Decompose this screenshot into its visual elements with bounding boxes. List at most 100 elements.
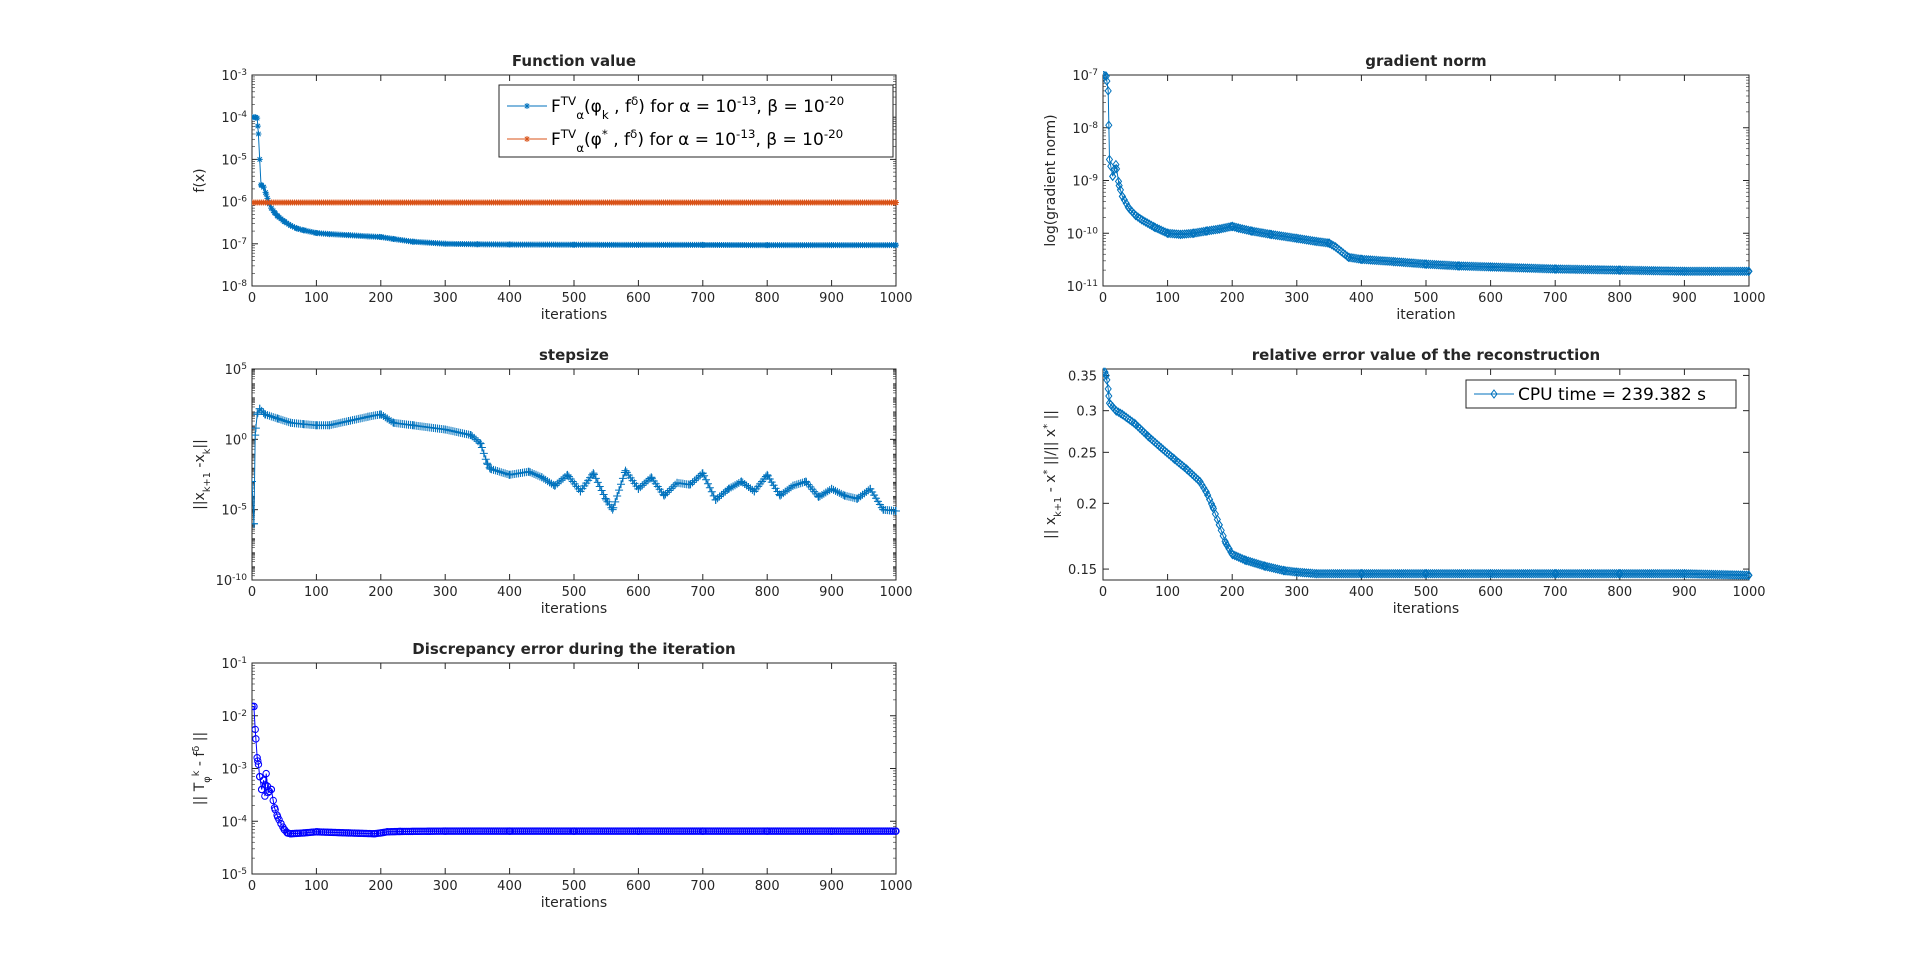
data-point — [1104, 384, 1112, 394]
data-point — [257, 785, 266, 794]
marker — [851, 827, 859, 835]
data-point — [1222, 538, 1230, 549]
marker — [1173, 456, 1181, 466]
x-tick-label: 0 — [248, 585, 256, 600]
marker — [455, 827, 463, 835]
marker — [864, 486, 873, 495]
marker — [684, 827, 693, 835]
marker — [562, 471, 571, 480]
marker — [278, 416, 287, 425]
data-point — [1260, 561, 1269, 571]
marker — [806, 827, 815, 835]
marker — [837, 827, 845, 835]
data-point — [1745, 570, 1753, 581]
marker — [703, 479, 712, 488]
marker — [599, 827, 608, 835]
marker — [804, 827, 813, 835]
marker — [597, 827, 606, 835]
marker — [1159, 444, 1167, 455]
marker — [589, 470, 598, 479]
marker — [667, 827, 675, 835]
marker — [731, 827, 739, 835]
marker — [750, 827, 759, 835]
marker — [721, 827, 730, 835]
marker — [594, 827, 602, 835]
data-point — [325, 421, 334, 430]
marker — [1147, 220, 1156, 231]
x-tick-label: 200 — [1220, 585, 1245, 600]
x-tick-label: 600 — [626, 879, 651, 894]
marker — [874, 827, 882, 835]
marker — [406, 827, 415, 836]
marker — [654, 827, 662, 835]
plot-area — [1103, 367, 1753, 581]
x-tick-label: 300 — [433, 291, 458, 306]
data-point — [286, 830, 295, 838]
data-point — [505, 470, 514, 479]
marker — [578, 827, 587, 835]
marker — [565, 827, 573, 835]
marker — [590, 827, 598, 835]
data-point — [1357, 568, 1366, 579]
marker — [1217, 223, 1225, 234]
x-tick-label: 1000 — [1732, 291, 1765, 306]
data-point — [1103, 370, 1110, 381]
marker — [798, 827, 807, 835]
marker — [468, 827, 476, 835]
marker — [414, 827, 422, 836]
legend-marker — [524, 136, 530, 142]
data-point — [1196, 476, 1204, 487]
data-point — [274, 213, 281, 220]
marker — [1157, 225, 1165, 236]
data-point — [1331, 242, 1340, 252]
marker — [630, 827, 639, 835]
marker — [1204, 490, 1212, 500]
marker — [843, 827, 851, 835]
marker — [725, 827, 733, 835]
x-tick-label: 200 — [368, 879, 393, 894]
marker — [796, 479, 805, 488]
data-point — [621, 466, 630, 475]
marker — [522, 827, 531, 835]
marker — [551, 827, 560, 835]
data-point — [1325, 238, 1333, 248]
marker — [264, 195, 271, 202]
data-point — [299, 420, 308, 429]
marker — [638, 827, 646, 835]
data-point — [483, 459, 492, 468]
marker — [831, 486, 840, 495]
marker — [1248, 557, 1256, 568]
marker — [617, 827, 625, 835]
x-tick-label: 700 — [690, 879, 715, 894]
marker — [456, 827, 465, 835]
marker — [707, 487, 716, 496]
marker — [617, 480, 626, 489]
x-tick-label: 1000 — [1732, 585, 1765, 600]
marker — [615, 827, 623, 835]
data-point — [634, 484, 643, 493]
marker — [501, 827, 509, 835]
y-tick-label: 10-7 — [1072, 68, 1098, 84]
data-point — [750, 487, 759, 496]
marker — [628, 827, 637, 835]
marker — [1324, 238, 1332, 248]
marker — [511, 827, 519, 835]
marker — [528, 469, 537, 478]
marker — [262, 189, 269, 196]
marker — [532, 470, 541, 479]
x-tick-label: 200 — [368, 585, 393, 600]
axes-box — [251, 662, 897, 875]
data-point — [283, 829, 292, 837]
data-point — [1131, 210, 1139, 221]
marker — [611, 497, 620, 506]
marker — [1250, 558, 1258, 568]
marker — [795, 827, 803, 835]
data-point — [260, 184, 267, 191]
marker — [878, 827, 886, 835]
marker — [839, 827, 847, 835]
marker — [704, 827, 712, 835]
marker — [491, 466, 500, 475]
marker — [667, 484, 676, 493]
marker — [727, 827, 735, 835]
